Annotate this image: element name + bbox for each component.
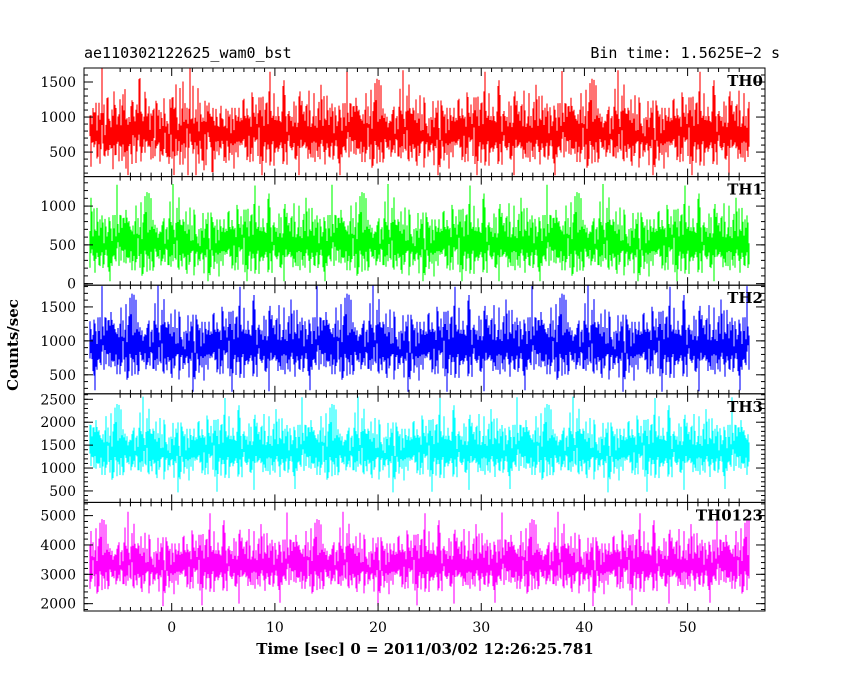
panel-th0: 500 1000 1500 TH0	[40, 67, 766, 178]
panel-th0123: 2000 3000 4000 5000 TH0123	[40, 501, 766, 613]
y-tick-label: 1000	[40, 199, 76, 215]
trace-th2	[89, 285, 750, 392]
y-tick-label: 2000	[40, 415, 76, 431]
y-tick-label: 1000	[40, 461, 76, 477]
y-tick-label: 1500	[40, 438, 76, 454]
x-tick-label: 0	[167, 620, 176, 636]
trace-th3	[89, 396, 750, 493]
y-tick-label: 1500	[40, 75, 76, 91]
x-tick-label: 10	[266, 620, 284, 636]
x-tick-label: 50	[679, 620, 697, 636]
panel-label-th2: TH2	[727, 289, 763, 307]
chart-title: ae110302122625_wam0_bst	[84, 44, 292, 62]
panel-label-th0: TH0	[727, 72, 763, 90]
panel-th1: 0 500 1000 TH1	[40, 176, 766, 293]
y-tick-label: 4000	[40, 538, 76, 554]
panel-th2: 500 1000 1500 TH2	[40, 284, 766, 395]
y-tick-label: 500	[49, 238, 76, 254]
x-tick-label: 30	[472, 620, 490, 636]
y-tick-label: 1000	[40, 334, 76, 350]
panel-label-th0123: TH0123	[696, 506, 763, 524]
y-tick-label: 3000	[40, 567, 76, 583]
x-axis: 0 10 20 30 40 50	[167, 620, 696, 636]
x-axis-label: Time [sec] 0 = 2011/03/02 12:26:25.781	[256, 640, 593, 658]
y-tick-label: 2000	[40, 597, 76, 613]
panel-th3: 500 1000 1500 2000 2500 TH3	[40, 392, 766, 503]
bin-time-label: Bin time: 1.5625E−2 s	[590, 44, 780, 62]
y-tick-label: 1500	[40, 300, 76, 316]
y-tick-label: 500	[49, 484, 76, 500]
y-tick-label: 500	[49, 368, 76, 384]
y-tick-label: 5000	[40, 509, 76, 525]
y-tick-label: 1000	[40, 110, 76, 126]
panel-label-th1: TH1	[727, 181, 763, 199]
trace-th0123	[89, 511, 750, 607]
trace-th0	[89, 68, 750, 176]
y-axis-label: Counts/sec	[4, 299, 22, 391]
x-tick-label: 20	[369, 620, 387, 636]
y-tick-label: 0	[67, 277, 76, 293]
panel-label-th3: TH3	[727, 398, 763, 416]
x-tick-label: 40	[576, 620, 594, 636]
y-tick-label: 500	[49, 145, 76, 161]
trace-th1	[89, 184, 750, 282]
y-tick-label: 2500	[40, 392, 76, 408]
